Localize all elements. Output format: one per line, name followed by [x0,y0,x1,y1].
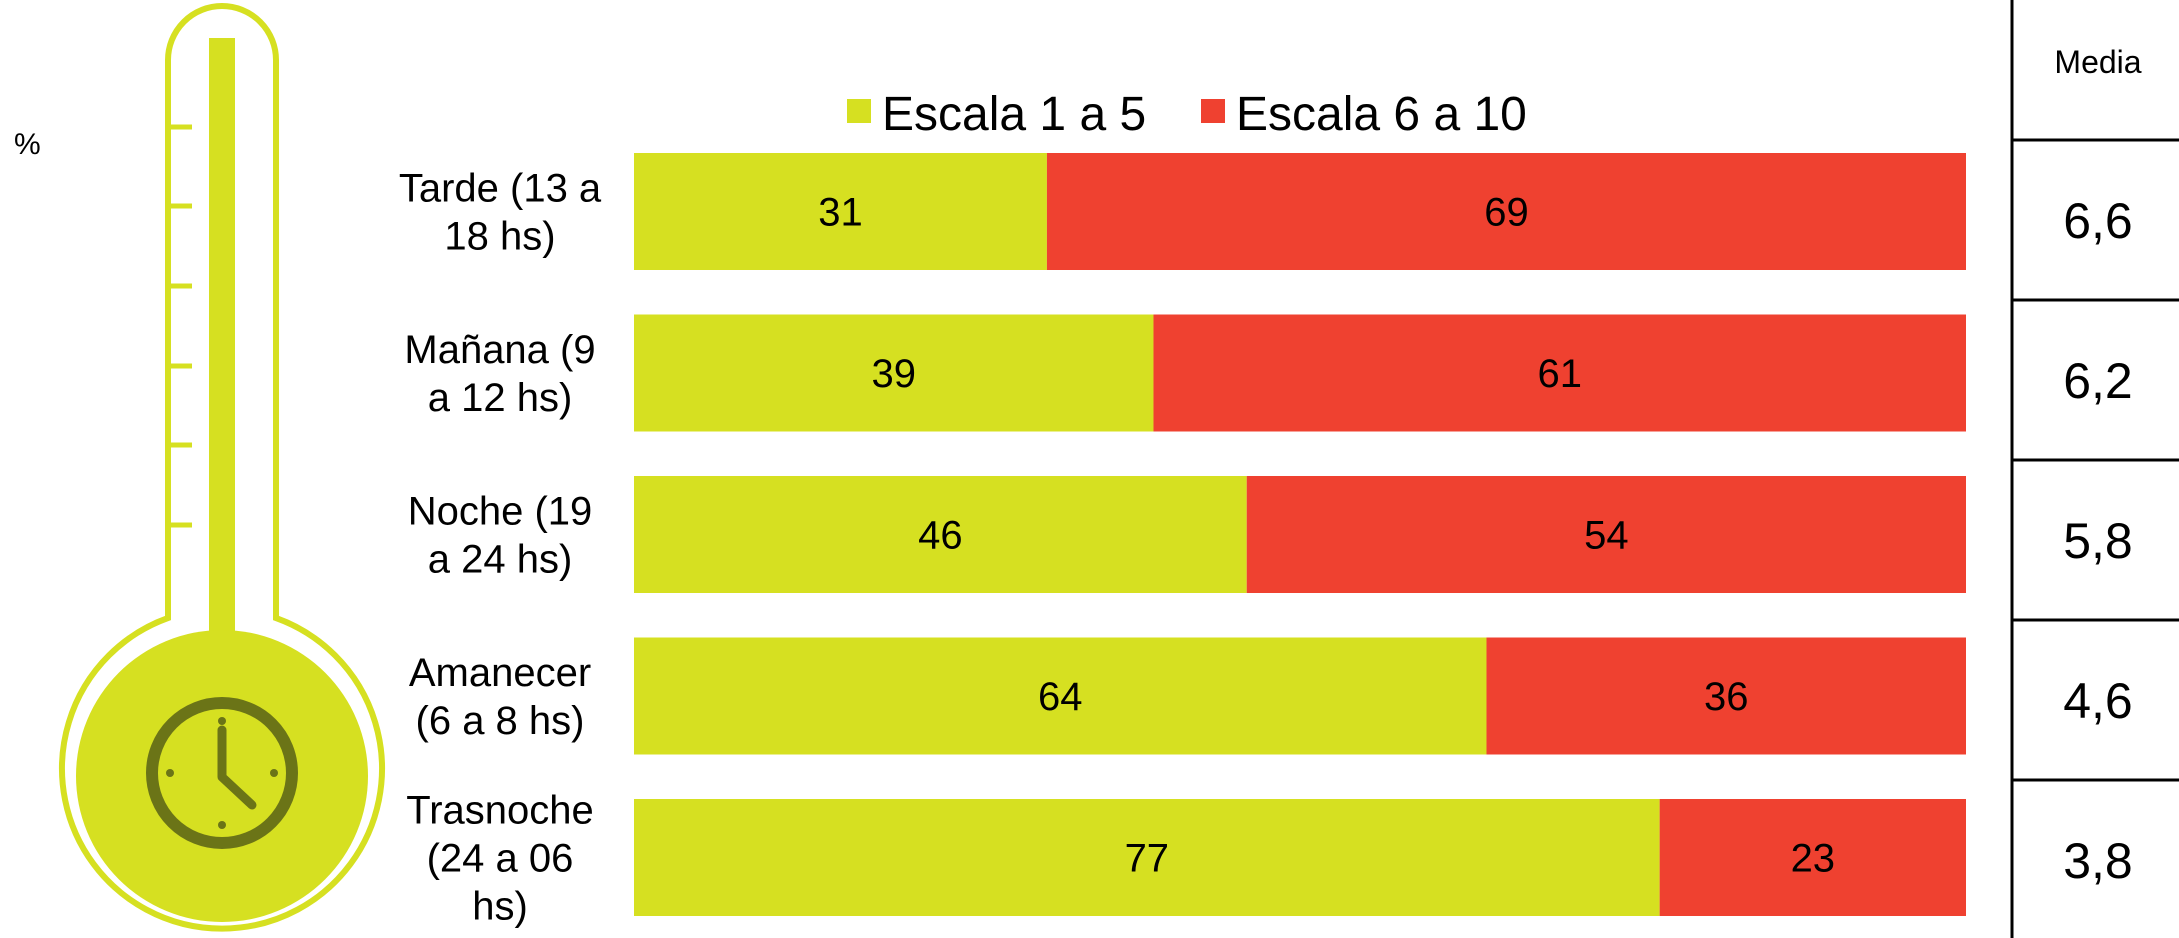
clock-icon [146,697,298,849]
legend-label-escala-6-10: Escala 6 a 10 [1236,88,1527,141]
legend: Escala 1 a 5 Escala 6 a 10 [847,88,1527,141]
category-labels: Tarde (13 a 18 hs) Mañana (9 a 12 hs) Noche … [399,167,602,929]
legend-swatch-escala-6-10 [1201,99,1225,123]
clock-face [146,697,298,849]
category-label: Noche (19 a 24 hs) [408,490,593,582]
bar-escala-1-5-0 [634,153,1047,270]
media-value: 3,8 [2063,833,2133,889]
bar-escala-6-10-3 [1486,637,1966,755]
clock-marker [218,717,226,725]
bar-escala-1-5-2 [634,476,1247,593]
bars: 31 69 39 61 46 54 64 36 77 23 [634,153,1966,916]
bar-escala-6-10-4 [1659,799,1966,916]
bar-escala-6-10-0 [1046,153,1966,270]
bar-escala-1-5-1 [634,314,1154,432]
bar-value-label: 61 [1537,352,1582,396]
clock-hands [217,725,257,810]
category-label: Amanecer (6 a 8 hs) [409,651,591,743]
bar-value-label: 69 [1484,191,1529,235]
thermometer-outline [59,3,385,932]
bar-value-label: 54 [1584,514,1629,558]
media-rows: 6,6 6,2 5,8 4,6 3,8 [2012,138,2179,889]
thermometer-icon [59,3,385,932]
bar-escala-6-10-1 [1153,314,1966,432]
media-value: 6,6 [2063,193,2133,249]
bar-value-label: 23 [1791,837,1836,881]
bar-escala-1-5-3 [634,637,1487,755]
bar-value-label: 31 [818,191,863,235]
bar-escala-6-10-2 [1246,476,1966,593]
bar-value-label: 39 [871,352,916,396]
category-label: Trasnoche (24 a 06 hs) [406,789,594,929]
media-table: Media 6,6 6,2 5,8 4,6 3,8 [2010,0,2179,938]
bar-value-label: 36 [1704,675,1749,719]
bar-value-label: 77 [1125,837,1170,881]
bar-value-label: 46 [918,514,963,558]
media-header: Media [2054,44,2141,80]
category-label: Mañana (9 a 12 hs) [404,328,595,420]
bar-escala-1-5-4 [634,799,1660,916]
legend-swatch-escala-1-5 [847,99,871,123]
bar-value-label: 64 [1038,675,1083,719]
clock-marker [218,821,226,829]
clock-marker [270,769,278,777]
media-value: 4,6 [2063,673,2133,729]
media-value: 6,2 [2063,353,2133,409]
thermometer-tube [209,38,235,638]
clock-marker [166,769,174,777]
category-label: Tarde (13 a 18 hs) [399,167,602,259]
media-value: 5,8 [2063,513,2133,569]
unit-label: % [14,128,41,161]
legend-label-escala-1-5: Escala 1 a 5 [882,88,1146,141]
